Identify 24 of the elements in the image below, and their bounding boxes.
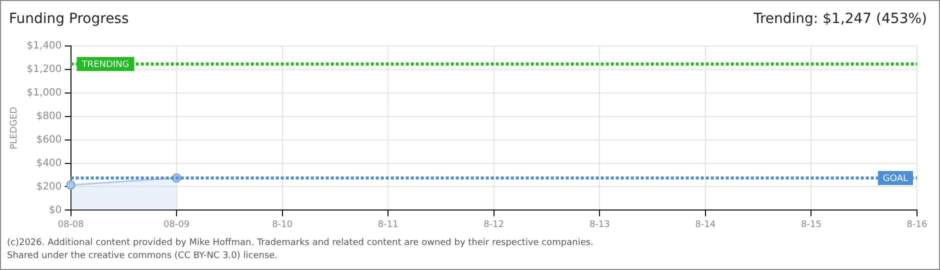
y-tick-label: $1,000 (26, 88, 62, 99)
x-tick-label: 08-08 (58, 220, 84, 230)
y-tick-label: $400 (36, 158, 62, 169)
chart-subtitle: Trending: $1,247 (453%) (753, 11, 927, 27)
y-tick-label: $200 (36, 181, 62, 192)
x-tick-label: 8-10 (272, 220, 293, 230)
ref-line-label: TRENDING (80, 60, 130, 70)
x-tick-label: 8-14 (695, 220, 716, 230)
y-tick-label: $600 (36, 134, 62, 146)
x-tick-label: 8-12 (484, 220, 504, 230)
y-tick-label: $800 (36, 110, 62, 122)
y-axis-title: PLEDGED (10, 106, 20, 150)
y-tick-label: $1,400 (26, 40, 62, 52)
x-tick-label: 8-15 (801, 220, 822, 230)
x-tick-label: 8-16 (906, 220, 928, 230)
x-tick-label: 8-11 (378, 220, 398, 230)
x-tick-label: 8-13 (589, 220, 610, 230)
y-tick-label: $0 (49, 204, 62, 216)
text: Shared under the creative commons (CC BY-NC 3.0) license. (7, 250, 279, 263)
text: (c)2026. Additional content provided by Mike Hoffman. Trademarks and related content are owned by their respective companies. (7, 237, 594, 250)
y-tick-label: $1,200 (26, 64, 62, 76)
chart-title: Funding Progress (9, 11, 129, 27)
ref-line-label: GOAL (882, 174, 908, 184)
x-tick-label: 08-09 (163, 220, 190, 230)
